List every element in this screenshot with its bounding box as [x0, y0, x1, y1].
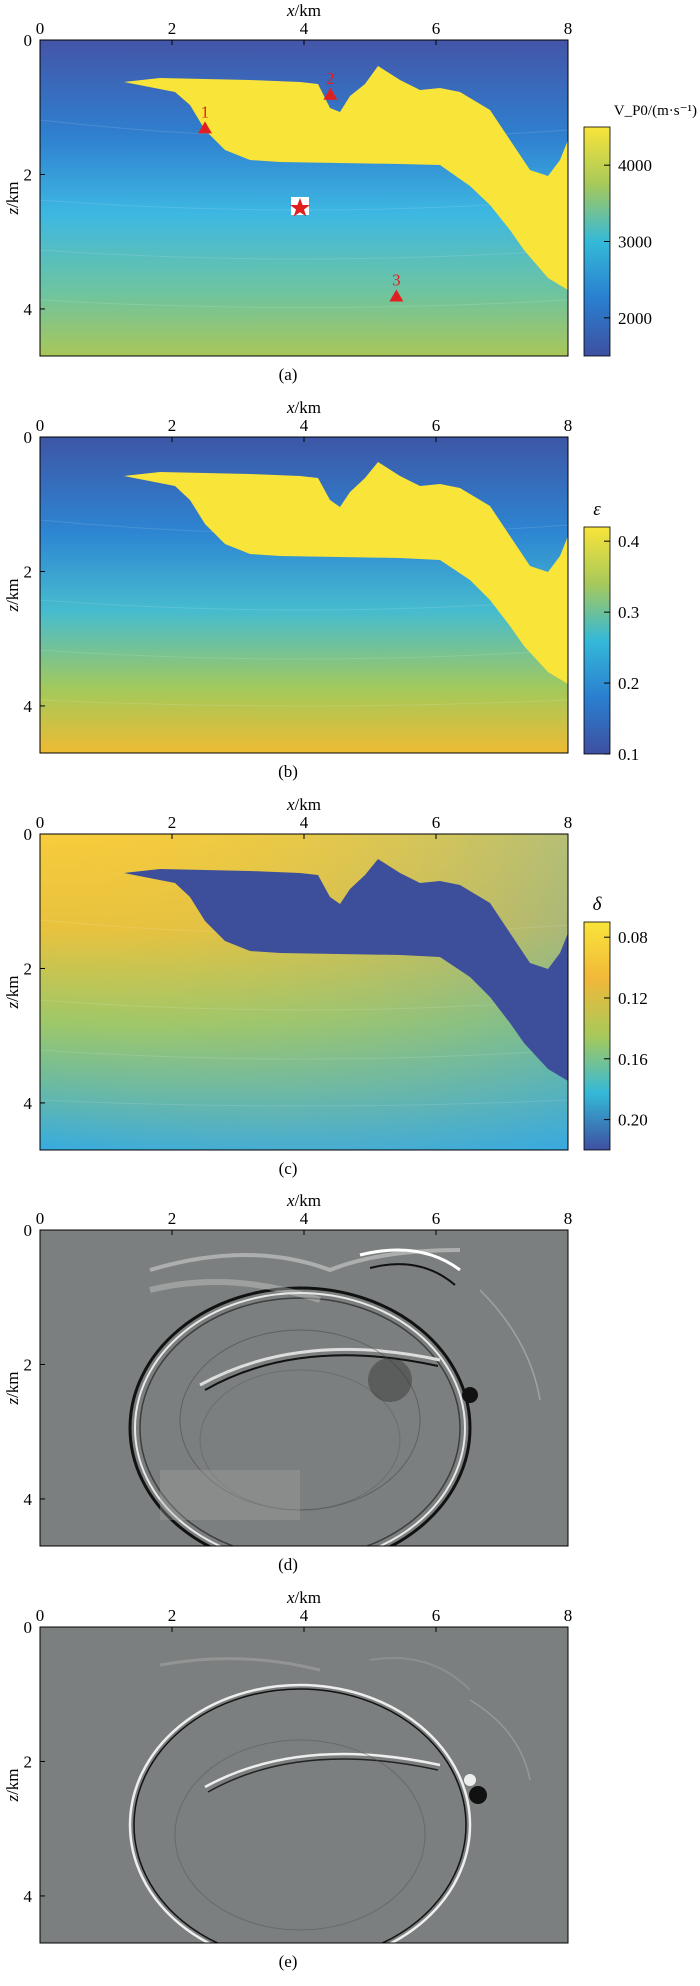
y-axis-label: z/km — [3, 1371, 22, 1405]
y-axis-label: z/km — [3, 181, 22, 215]
axes-text: 0 2 4 6 8024x/kmz/km(a)200030004000V_P0/(m·s… — [3, 1, 697, 1971]
colorbar-tick-label: 0.2 — [618, 674, 639, 693]
x-axis-label: x/km — [286, 1, 321, 20]
y-tick-label: 2 — [24, 562, 33, 581]
x-tick-label: 8 — [564, 813, 573, 832]
x-axis-label: x/km — [286, 398, 321, 417]
colorbar-tick-label: 0.3 — [618, 603, 639, 622]
colorbar-label: δ — [593, 894, 603, 915]
x-tick-label: 0 — [36, 1606, 45, 1625]
x-tick-label: 6 — [432, 813, 441, 832]
panel-b — [39, 436, 611, 755]
x-tick-label: 6 — [432, 416, 441, 435]
colorbar-tick-label: 4000 — [618, 156, 652, 175]
wavefield — [40, 1627, 568, 1943]
receiver-marker — [389, 289, 404, 302]
panel-a — [39, 39, 611, 357]
y-axis-label: z/km — [3, 975, 22, 1009]
y-tick-label: 0 — [24, 31, 33, 50]
colorbar-tick-label: 2000 — [618, 309, 652, 328]
y-tick-label: 0 — [24, 1221, 33, 1240]
receiver-label: 1 — [201, 102, 210, 121]
x-tick-label: 2 — [168, 1606, 177, 1625]
y-tick-label: 4 — [24, 1490, 33, 1509]
receiver-marker — [323, 87, 338, 100]
panel-d — [39, 1229, 569, 1547]
colorbar-tick-label: 0.12 — [618, 989, 648, 1008]
y-tick-label: 0 — [24, 1618, 33, 1637]
x-tick-label: 4 — [300, 1209, 309, 1228]
colorbar-tick-label: 0.08 — [618, 928, 648, 947]
y-tick-label: 4 — [24, 300, 33, 319]
x-tick-label: 2 — [168, 19, 177, 38]
colorbar-tick-label: 0.16 — [618, 1050, 648, 1069]
y-tick-label: 4 — [24, 697, 33, 716]
x-tick-label: 4 — [300, 416, 309, 435]
wavefronts — [128, 1657, 531, 1943]
y-tick-label: 2 — [24, 165, 33, 184]
y-axis-label: z/km — [3, 1768, 22, 1802]
colorbar-tick-label: 3000 — [618, 233, 652, 252]
panel-caption: (b) — [278, 762, 298, 781]
colorbar-b — [583, 526, 611, 755]
receiver-marker — [198, 121, 212, 134]
colorbar-label: ε — [593, 499, 601, 520]
panel-e — [39, 1626, 569, 1944]
x-tick-label: 2 — [168, 1209, 177, 1228]
x-tick-label: 4 — [300, 19, 309, 38]
x-tick-label: 0 — [36, 19, 45, 38]
colorbar-tick-label: 0.4 — [618, 532, 640, 551]
x-tick-label: 0 — [36, 813, 45, 832]
y-tick-label: 4 — [24, 1887, 33, 1906]
salt-body — [124, 462, 568, 684]
salt-body — [124, 66, 568, 290]
y-tick-label: 4 — [24, 1094, 33, 1113]
x-tick-label: 6 — [432, 1606, 441, 1625]
x-axis-label: x/km — [286, 1588, 321, 1607]
y-tick-label: 0 — [24, 825, 33, 844]
x-tick-label: 8 — [564, 1606, 573, 1625]
x-axis-label: x/km — [286, 795, 321, 814]
x-tick-label: 8 — [564, 19, 573, 38]
panel-caption: (d) — [278, 1555, 298, 1574]
y-tick-label: 0 — [24, 428, 33, 447]
x-tick-label: 0 — [36, 416, 45, 435]
receiver-label: 2 — [326, 69, 335, 88]
colorbar-tick-label: 0.20 — [618, 1111, 648, 1130]
panel-caption: (a) — [279, 365, 298, 384]
x-tick-label: 8 — [564, 1209, 573, 1228]
colorbar-tick-label: 0.1 — [618, 745, 639, 764]
x-tick-label: 6 — [432, 1209, 441, 1228]
x-tick-label: 0 — [36, 1209, 45, 1228]
x-tick-label: 2 — [168, 813, 177, 832]
wavefield — [40, 1230, 568, 1546]
x-tick-label: 4 — [300, 1606, 309, 1625]
x-tick-label: 2 — [168, 416, 177, 435]
y-tick-label: 2 — [24, 1752, 33, 1771]
colorbar-c — [583, 921, 611, 1151]
panel-caption: (c) — [279, 1159, 298, 1178]
panel-caption: (e) — [279, 1952, 298, 1971]
x-tick-label: 4 — [300, 813, 309, 832]
y-tick-label: 2 — [24, 959, 33, 978]
receiver-label: 3 — [392, 270, 401, 289]
y-axis-label: z/km — [3, 578, 22, 612]
x-tick-label: 6 — [432, 19, 441, 38]
x-tick-label: 8 — [564, 416, 573, 435]
wavefronts — [128, 1248, 541, 1546]
source-marker — [290, 197, 310, 217]
y-tick-label: 2 — [24, 1355, 33, 1374]
colorbar-label: V_P0/(m·s⁻¹) — [614, 103, 697, 119]
salt-body — [124, 859, 568, 1081]
x-axis-label: x/km — [286, 1191, 321, 1210]
panel-c — [39, 833, 611, 1151]
